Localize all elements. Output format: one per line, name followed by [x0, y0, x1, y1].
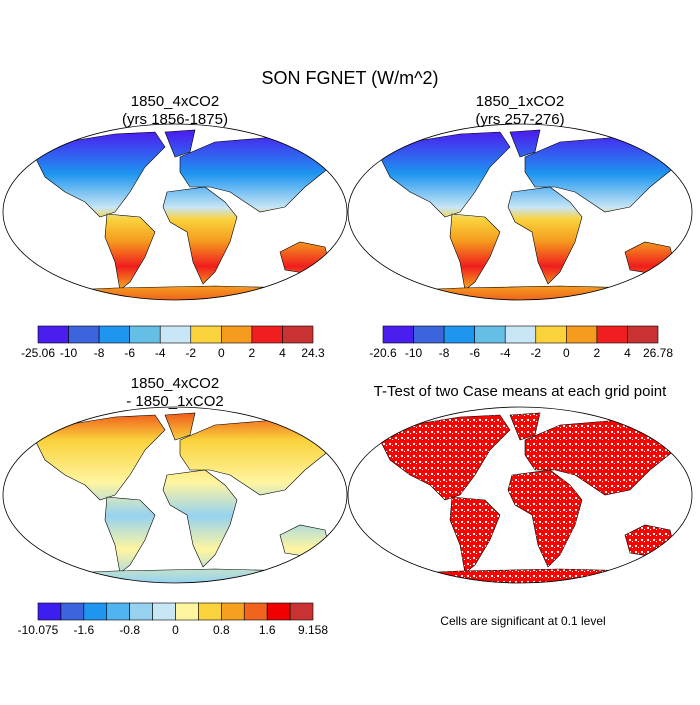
colorbar-box — [60, 602, 85, 621]
colorbar-label: -1.6 — [73, 623, 94, 637]
colorbar-label: -25.06 — [21, 346, 55, 360]
colorbar-label: -10 — [405, 346, 423, 360]
colorbar-label: -2 — [185, 346, 196, 360]
colorbar-label: 24.3 — [301, 346, 325, 360]
colorbar-label: -0.8 — [119, 623, 140, 637]
colorbar-label: -20.6 — [369, 346, 397, 360]
map-border — [2, 406, 348, 584]
colorbar-box — [198, 602, 222, 621]
colorbar-box — [83, 602, 108, 621]
colorbar-box — [175, 602, 199, 621]
colorbar-label: 4 — [279, 346, 286, 360]
colorbar-label: 26.78 — [643, 346, 673, 360]
map-border — [2, 123, 348, 301]
colorbar-box — [282, 325, 314, 344]
colorbar-label: -2 — [530, 346, 541, 360]
colorbar-label: -4 — [155, 346, 166, 360]
colorbar-box — [243, 602, 268, 621]
colorbar-label: -8 — [439, 346, 450, 360]
colorbar-box — [566, 325, 598, 344]
colorbar-label: 9.158 — [298, 623, 328, 637]
colorbar-box — [37, 602, 62, 621]
colorbar-box — [68, 325, 100, 344]
colorbar-box — [627, 325, 659, 344]
colorbar-box — [221, 325, 253, 344]
map — [2, 123, 348, 301]
colorbar-box — [98, 325, 130, 344]
colorbar-label: 1.6 — [259, 623, 276, 637]
colorbar-box — [443, 325, 475, 344]
map-border — [347, 123, 693, 301]
colorbar-box — [382, 325, 414, 344]
colorbar-box — [289, 602, 314, 621]
colorbar-label: 0 — [563, 346, 570, 360]
colorbar-label: -10.075 — [18, 623, 59, 637]
colorbar-box — [37, 325, 69, 344]
colorbar-label: 2 — [249, 346, 256, 360]
figure-title: SON FGNET (W/m^2) — [261, 68, 438, 88]
map-border — [347, 406, 693, 584]
colorbar-box — [152, 602, 176, 621]
panel-title: 1850_1xCO2 — [476, 93, 564, 110]
colorbar-box — [251, 325, 283, 344]
colorbar-box — [129, 602, 153, 621]
panel-title: (yrs 1856-1875) — [122, 111, 228, 128]
colorbar-box — [221, 602, 245, 621]
colorbar-box — [106, 602, 130, 621]
colorbar-box — [504, 325, 537, 344]
colorbar-box — [535, 325, 567, 344]
panel-title: (yrs 257-276) — [475, 111, 564, 128]
colorbar-label: -6 — [124, 346, 135, 360]
colorbar-label: 0.8 — [213, 623, 230, 637]
note: Cells are significant at 0.1 level — [440, 614, 605, 628]
panel-title: 1850_4xCO2 — [131, 375, 219, 392]
colorbar-label: -6 — [469, 346, 480, 360]
colorbar-box — [413, 325, 445, 344]
map — [347, 123, 693, 301]
colorbar-box — [159, 325, 192, 344]
colorbar-label: 0 — [218, 346, 225, 360]
colorbar-box — [190, 325, 222, 344]
colorbar-label: -8 — [94, 346, 105, 360]
map — [2, 406, 348, 584]
colorbar-box — [596, 325, 628, 344]
colorbar-box — [266, 602, 291, 621]
colorbar-label: 0 — [172, 623, 179, 637]
colorbar-label: 4 — [624, 346, 631, 360]
colorbar-label: -10 — [60, 346, 78, 360]
colorbar-box — [474, 325, 506, 344]
panel-title: 1850_4xCO2 — [131, 93, 219, 110]
colorbar-label: 2 — [594, 346, 601, 360]
map — [347, 406, 693, 584]
panel-title: T-Test of two Case means at each grid po… — [374, 383, 667, 400]
colorbar-box — [129, 325, 161, 344]
panel-title: - 1850_1xCO2 — [126, 393, 224, 410]
colorbar-label: -4 — [500, 346, 511, 360]
